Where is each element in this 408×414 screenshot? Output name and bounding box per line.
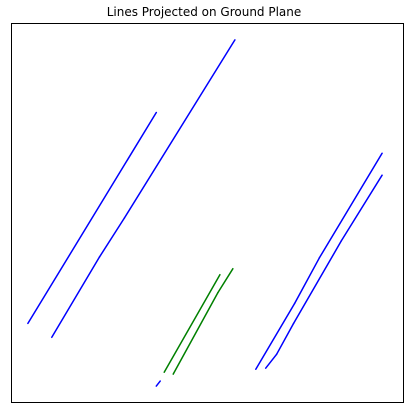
series-3-segment-1 bbox=[163, 273, 221, 373]
series-7-segment-3 bbox=[292, 240, 343, 325]
series-1-segment-1 bbox=[27, 111, 158, 325]
series-6-segment-1 bbox=[255, 302, 296, 370]
chart-title: Lines Projected on Ground Plane bbox=[106, 5, 302, 19]
series-7-segment-4 bbox=[340, 174, 383, 242]
series-6 bbox=[255, 152, 383, 370]
series-1 bbox=[27, 111, 158, 325]
plot-area-frame bbox=[11, 23, 404, 403]
series-2-segment-3 bbox=[123, 39, 236, 219]
series-2-segment-1 bbox=[51, 256, 101, 339]
series-3 bbox=[163, 273, 221, 373]
series-6-segment-2 bbox=[293, 257, 321, 305]
series-layer bbox=[27, 39, 383, 387]
series-4-segment-1 bbox=[172, 291, 219, 375]
series-5-segment-1 bbox=[155, 380, 161, 387]
series-6-segment-3 bbox=[318, 152, 383, 259]
series-2-segment-2 bbox=[98, 217, 126, 258]
series-7-segment-1 bbox=[264, 353, 278, 369]
series-7 bbox=[264, 174, 383, 369]
series-7-segment-2 bbox=[275, 322, 295, 356]
series-2 bbox=[51, 39, 236, 339]
series-4 bbox=[172, 267, 234, 375]
series-5 bbox=[155, 380, 161, 387]
series-4-segment-2 bbox=[217, 267, 234, 294]
